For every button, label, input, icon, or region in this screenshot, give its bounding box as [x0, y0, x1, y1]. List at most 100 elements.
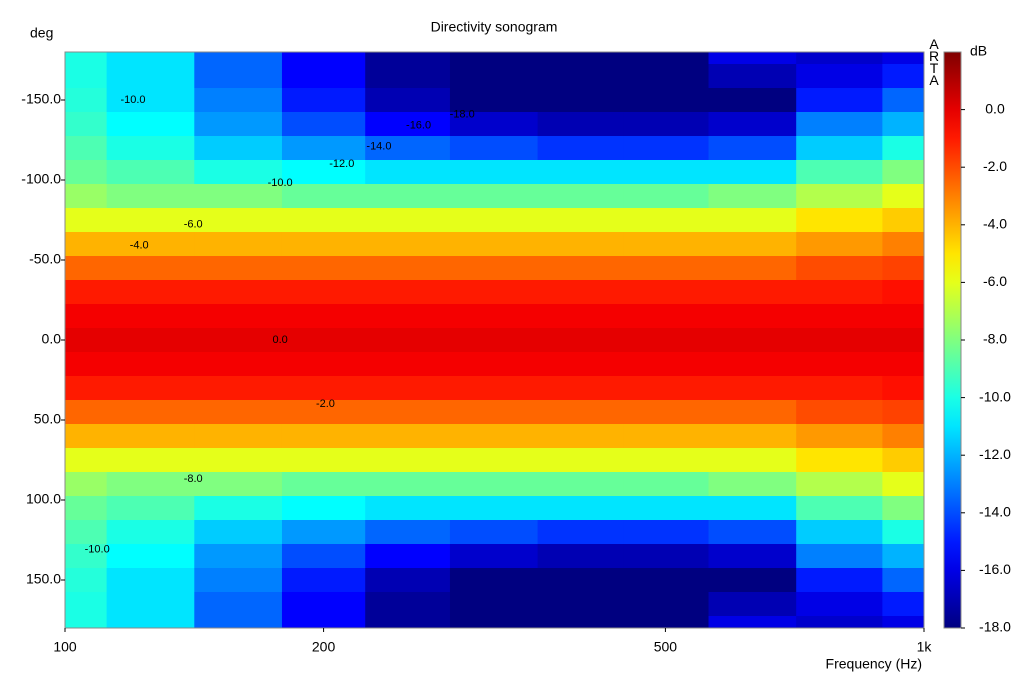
heatmap-cell: [281, 136, 366, 161]
heatmap-cell: [65, 520, 108, 545]
heatmap-cell: [708, 616, 797, 629]
heatmap-cell: [623, 160, 710, 185]
heatmap-cell: [194, 544, 283, 569]
heatmap-cell: [796, 520, 883, 545]
heatmap-cell: [537, 376, 625, 401]
heatmap-cell: [796, 544, 883, 569]
heatmap-cell: [537, 52, 625, 65]
heatmap-cell: [194, 592, 283, 617]
heatmap-cell: [882, 424, 925, 449]
heatmap-cell: [106, 112, 195, 137]
x-axis-label: Frequency (Hz): [826, 656, 922, 672]
heatmap-cell: [623, 616, 710, 629]
heatmap-cell: [623, 304, 710, 329]
heatmap-cell: [882, 184, 925, 209]
heatmap-cell: [365, 424, 451, 449]
heatmap-cell: [882, 472, 925, 497]
heatmap-cell: [623, 64, 710, 89]
y-tick-label: 50.0: [34, 411, 61, 427]
heatmap-cell: [623, 496, 710, 521]
heatmap-cell: [449, 112, 539, 137]
heatmap-cell: [194, 136, 283, 161]
heatmap-cell: [365, 376, 451, 401]
heatmap-cell: [106, 592, 195, 617]
heatmap-cell: [365, 256, 451, 281]
heatmap-cell: [106, 352, 195, 377]
heatmap-cell: [449, 352, 539, 377]
heatmap-cell: [65, 304, 108, 329]
heatmap-cell: [796, 616, 883, 629]
colorbar-tick-label: -6.0: [983, 273, 1007, 289]
heatmap-cell: [708, 304, 797, 329]
contour-label: -12.0: [329, 158, 354, 170]
colorbar-tick-label: -4.0: [983, 216, 1007, 232]
heatmap-cell: [281, 544, 366, 569]
contour-label: -6.0: [184, 219, 203, 231]
heatmap-cell: [882, 352, 925, 377]
heatmap-cell: [882, 52, 925, 65]
heatmap-cell: [537, 424, 625, 449]
heatmap-cell: [365, 448, 451, 473]
heatmap-cell: [65, 280, 108, 305]
heatmap-cell: [623, 328, 710, 353]
heatmap-cell: [106, 448, 195, 473]
heatmap-cell: [106, 184, 195, 209]
heatmap-cell: [537, 448, 625, 473]
heatmap-cell: [796, 88, 883, 113]
heatmap-cell: [623, 376, 710, 401]
heatmap-cell: [623, 400, 710, 425]
heatmap-cell: [623, 88, 710, 113]
heatmap-cell: [65, 352, 108, 377]
heatmap-cell: [365, 472, 451, 497]
heatmap-cell: [194, 256, 283, 281]
heatmap-cell: [365, 88, 451, 113]
heatmap-cell: [623, 568, 710, 593]
chart-title: Directivity sonogram: [431, 19, 558, 35]
heatmap-cell: [882, 64, 925, 89]
heatmap-cell: [623, 52, 710, 65]
heatmap-cell: [194, 496, 283, 521]
heatmap-cell: [449, 424, 539, 449]
heatmap-cell: [708, 208, 797, 233]
x-tick-label: 200: [312, 639, 336, 655]
heatmap-cell: [708, 472, 797, 497]
contour-label: -8.0: [184, 473, 203, 485]
heatmap-cell: [65, 592, 108, 617]
heatmap-cell: [65, 184, 108, 209]
heatmap-cell: [882, 208, 925, 233]
contour-label: -14.0: [366, 140, 391, 152]
heatmap-cell: [281, 472, 366, 497]
heatmap-cell: [449, 136, 539, 161]
heatmap-cell: [194, 472, 283, 497]
heatmap-cell: [708, 232, 797, 257]
heatmap-cell: [65, 448, 108, 473]
heatmap-cell: [449, 448, 539, 473]
heatmap-cell: [365, 112, 451, 137]
heatmap-cell: [194, 112, 283, 137]
heatmap-cell: [537, 616, 625, 629]
heatmap-cell: [281, 520, 366, 545]
heatmap-cell: [106, 64, 195, 89]
heatmap-cell: [106, 52, 195, 65]
heatmap-cell: [708, 568, 797, 593]
heatmap-cell: [281, 232, 366, 257]
heatmap-cell: [449, 544, 539, 569]
heatmap-cell: [449, 232, 539, 257]
heatmap-cell: [537, 400, 625, 425]
heatmap-cell: [537, 232, 625, 257]
x-tick-label: 500: [654, 639, 678, 655]
heatmap-cell: [623, 352, 710, 377]
heatmap-cell: [708, 112, 797, 137]
heatmap-cell: [65, 136, 108, 161]
heatmap-cell: [365, 544, 451, 569]
heatmap-cell: [106, 304, 195, 329]
y-tick-label: 100.0: [26, 491, 61, 507]
heatmap-cell: [449, 52, 539, 65]
contour-label: -10.0: [120, 94, 145, 106]
heatmap-cell: [106, 160, 195, 185]
heatmap-cell: [281, 328, 366, 353]
heatmap-cell: [708, 88, 797, 113]
heatmap-cell: [106, 400, 195, 425]
heatmap-cell: [882, 232, 925, 257]
heatmap-cell: [623, 280, 710, 305]
